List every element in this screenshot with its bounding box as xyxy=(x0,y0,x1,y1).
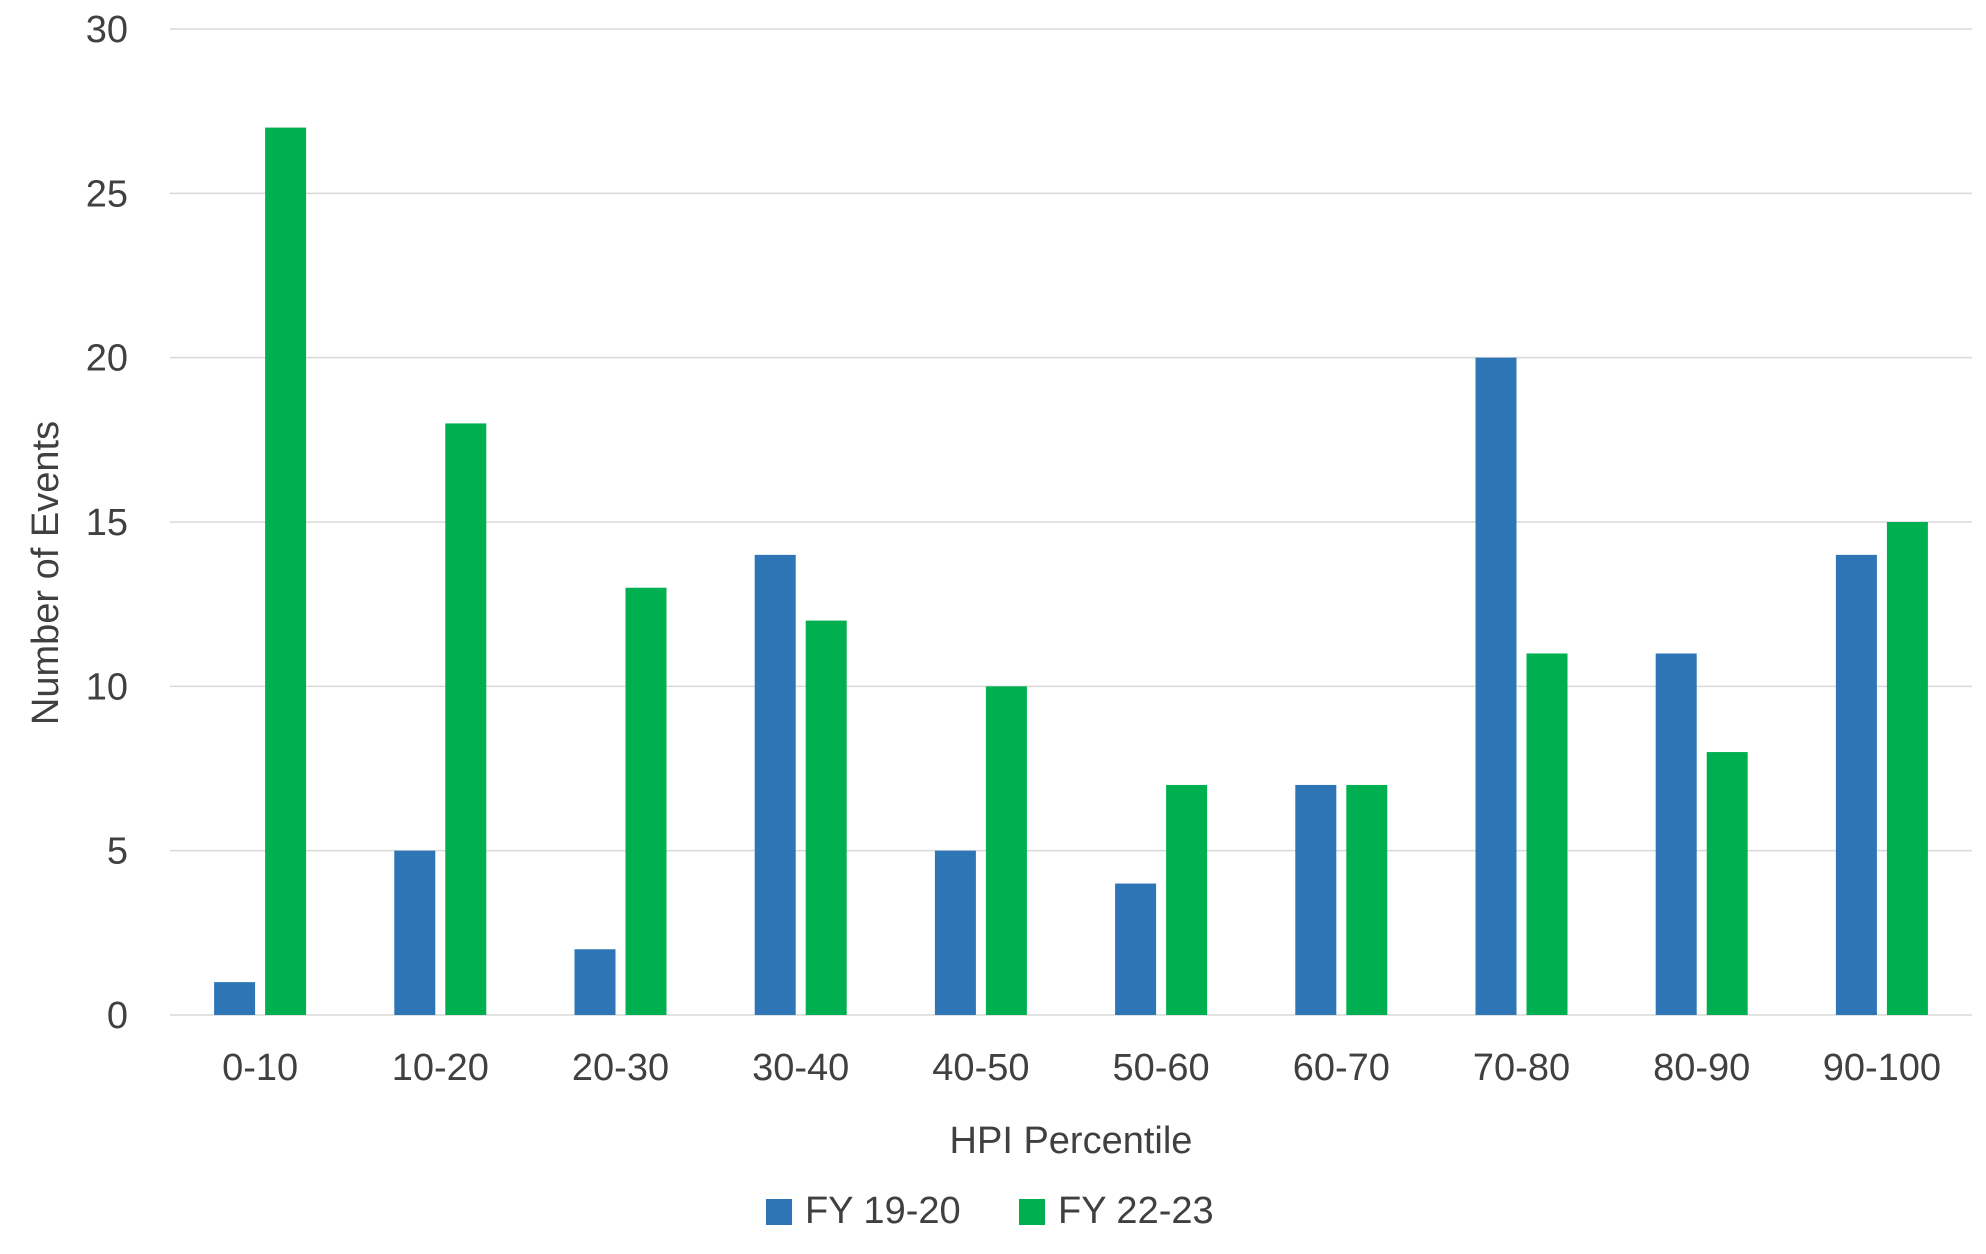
bar-fy-22-23-20-30 xyxy=(625,587,667,1015)
bar-fy-22-23-40-50 xyxy=(985,686,1027,1015)
legend: FY 19-20 FY 22-23 xyxy=(766,1190,1214,1232)
y-tick-label: 0 xyxy=(107,995,128,1037)
y-axis-title: Number of Events xyxy=(25,421,67,725)
legend-item: FY 19-20 xyxy=(766,1190,961,1232)
x-tick-label: 70-80 xyxy=(1473,1047,1570,1089)
x-tick-label: 10-20 xyxy=(392,1047,489,1089)
bar-fy-19-20-20-30 xyxy=(574,949,616,1015)
bar-fy-19-20-30-40 xyxy=(754,554,796,1015)
bar-fy-19-20-60-70 xyxy=(1295,784,1337,1015)
legend-label: FY 19-20 xyxy=(805,1190,961,1232)
x-tick-label: 50-60 xyxy=(1112,1047,1209,1089)
y-tick-label: 15 xyxy=(86,502,128,544)
x-tick-label: 90-100 xyxy=(1823,1047,1941,1089)
bars xyxy=(214,127,1928,1016)
bar-fy-22-23-30-40 xyxy=(805,620,847,1015)
bar-fy-22-23-60-70 xyxy=(1346,784,1388,1015)
legend-swatch xyxy=(766,1199,792,1225)
bar-fy-22-23-70-80 xyxy=(1526,653,1568,1015)
y-tick-label: 20 xyxy=(86,338,128,380)
x-tick-label: 80-90 xyxy=(1653,1047,1750,1089)
legend-item: FY 22-23 xyxy=(1019,1190,1214,1232)
x-tick-label: 30-40 xyxy=(752,1047,849,1089)
y-tick-label: 25 xyxy=(86,173,128,215)
x-axis-tick-labels: 0-10 10-20 20-30 30-40 40-50 50-60 60-70 70-80 8… xyxy=(222,1047,1941,1089)
x-tick-label: 60-70 xyxy=(1293,1047,1390,1089)
gridlines xyxy=(170,28,1972,1016)
bar-fy-19-20-10-20 xyxy=(394,850,436,1015)
bar-fy-22-23-80-90 xyxy=(1706,752,1748,1015)
y-tick-label: 5 xyxy=(107,831,128,873)
y-axis-tick-labels: 0 5 10 15 20 25 30 xyxy=(86,9,128,1037)
bar-fy-22-23-10-20 xyxy=(445,423,487,1015)
bar-fy-19-20-90-100 xyxy=(1835,554,1877,1015)
bar-fy-19-20-0-10 xyxy=(214,982,256,1015)
x-tick-label: 40-50 xyxy=(932,1047,1029,1089)
y-tick-label: 10 xyxy=(86,666,128,708)
bar-fy-22-23-90-100 xyxy=(1886,522,1928,1015)
legend-swatch xyxy=(1019,1199,1045,1225)
bar-fy-19-20-70-80 xyxy=(1475,357,1517,1016)
legend-label: FY 22-23 xyxy=(1058,1190,1214,1232)
bar-fy-19-20-40-50 xyxy=(934,850,976,1015)
x-axis-title: HPI Percentile xyxy=(950,1120,1193,1162)
bar-fy-19-20-80-90 xyxy=(1655,653,1697,1015)
bar-fy-22-23-50-60 xyxy=(1166,784,1208,1015)
x-tick-label: 20-30 xyxy=(572,1047,669,1089)
x-tick-label: 0-10 xyxy=(222,1047,298,1089)
bar-fy-19-20-50-60 xyxy=(1115,883,1157,1015)
y-tick-label: 30 xyxy=(86,9,128,51)
bar-fy-22-23-0-10 xyxy=(265,127,307,1016)
